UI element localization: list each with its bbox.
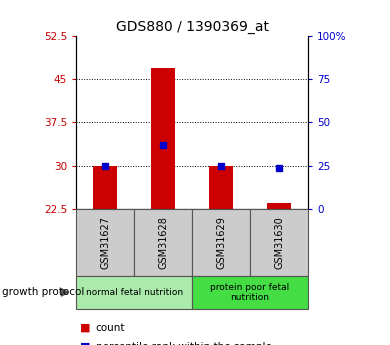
Bar xyxy=(151,68,175,209)
Bar xyxy=(209,166,233,209)
Text: GSM31629: GSM31629 xyxy=(216,216,226,269)
Text: ■: ■ xyxy=(80,342,90,345)
Text: protein poor fetal
nutrition: protein poor fetal nutrition xyxy=(211,283,290,302)
Text: growth protocol: growth protocol xyxy=(2,287,84,297)
Title: GDS880 / 1390369_at: GDS880 / 1390369_at xyxy=(115,20,269,34)
Polygon shape xyxy=(61,289,68,296)
Text: normal fetal nutrition: normal fetal nutrition xyxy=(85,288,183,297)
Text: ■: ■ xyxy=(80,323,90,333)
Bar xyxy=(94,166,117,209)
Text: percentile rank within the sample: percentile rank within the sample xyxy=(96,342,271,345)
Text: count: count xyxy=(96,323,125,333)
Text: GSM31628: GSM31628 xyxy=(158,216,168,269)
Text: GSM31630: GSM31630 xyxy=(274,216,284,269)
Bar xyxy=(268,203,291,209)
Text: GSM31627: GSM31627 xyxy=(100,216,110,269)
